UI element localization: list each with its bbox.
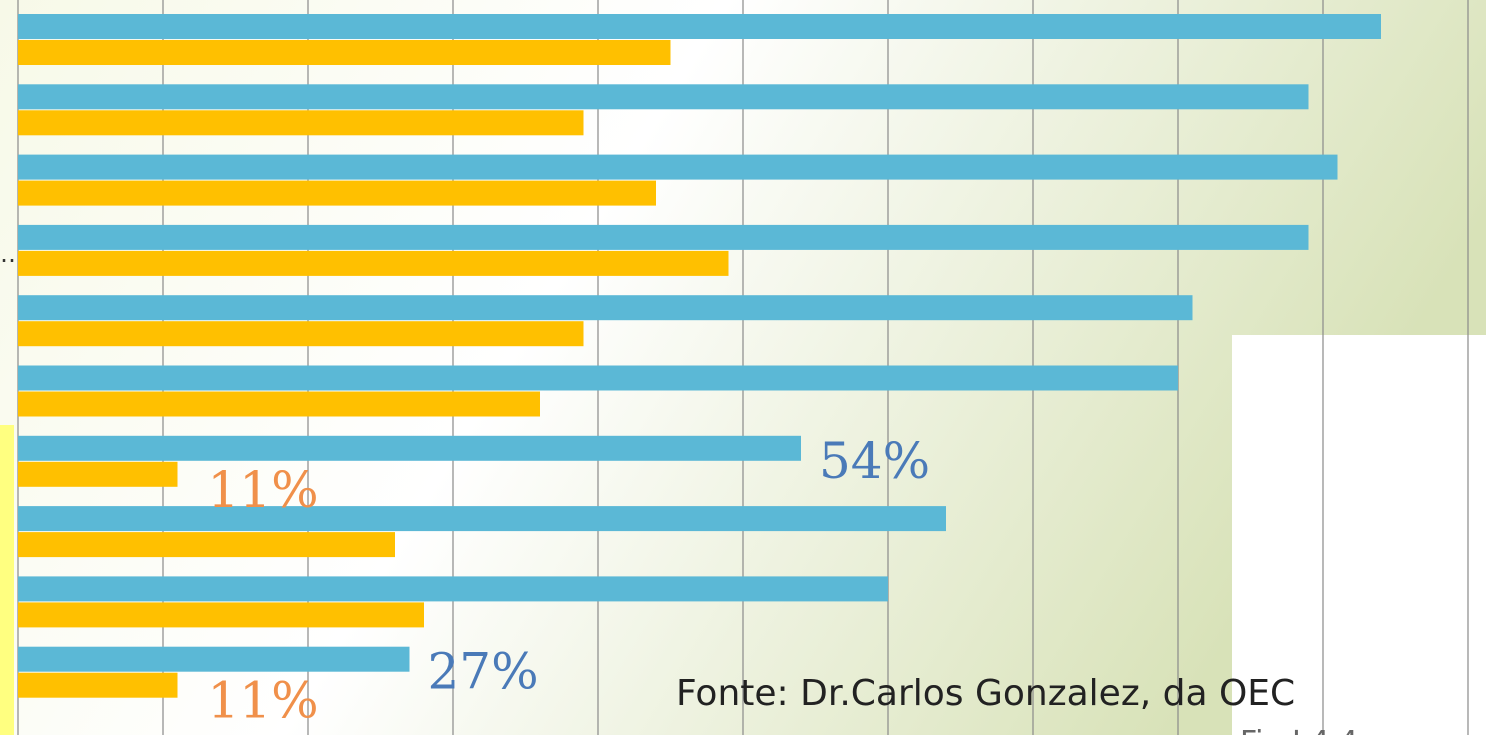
value-label: 11% xyxy=(208,461,319,519)
bar xyxy=(18,110,584,136)
source-note: Fonte: Dr.Carlos Gonzalez, da OEC xyxy=(676,673,1295,714)
bar xyxy=(18,672,178,698)
bar xyxy=(18,506,946,532)
bar xyxy=(18,365,1178,391)
value-label: 11% xyxy=(208,672,319,730)
value-label: 54% xyxy=(819,432,930,490)
bar xyxy=(18,224,1309,250)
bar xyxy=(18,295,1193,321)
bar xyxy=(18,435,801,461)
bar xyxy=(18,84,1309,110)
bar xyxy=(18,154,1338,180)
bar xyxy=(18,461,178,487)
bar xyxy=(18,646,410,672)
bar xyxy=(18,180,656,206)
side-strip xyxy=(0,425,14,735)
bar xyxy=(18,40,671,65)
bar xyxy=(18,602,424,628)
bar xyxy=(18,321,584,347)
value-label: 27% xyxy=(428,643,539,701)
bar xyxy=(18,391,540,417)
bar xyxy=(18,14,1381,39)
bar xyxy=(18,576,888,602)
bar xyxy=(18,532,395,558)
figure-number: Fig I.4.4 xyxy=(1240,725,1358,735)
bar xyxy=(18,250,729,276)
white-panel xyxy=(1232,335,1486,735)
